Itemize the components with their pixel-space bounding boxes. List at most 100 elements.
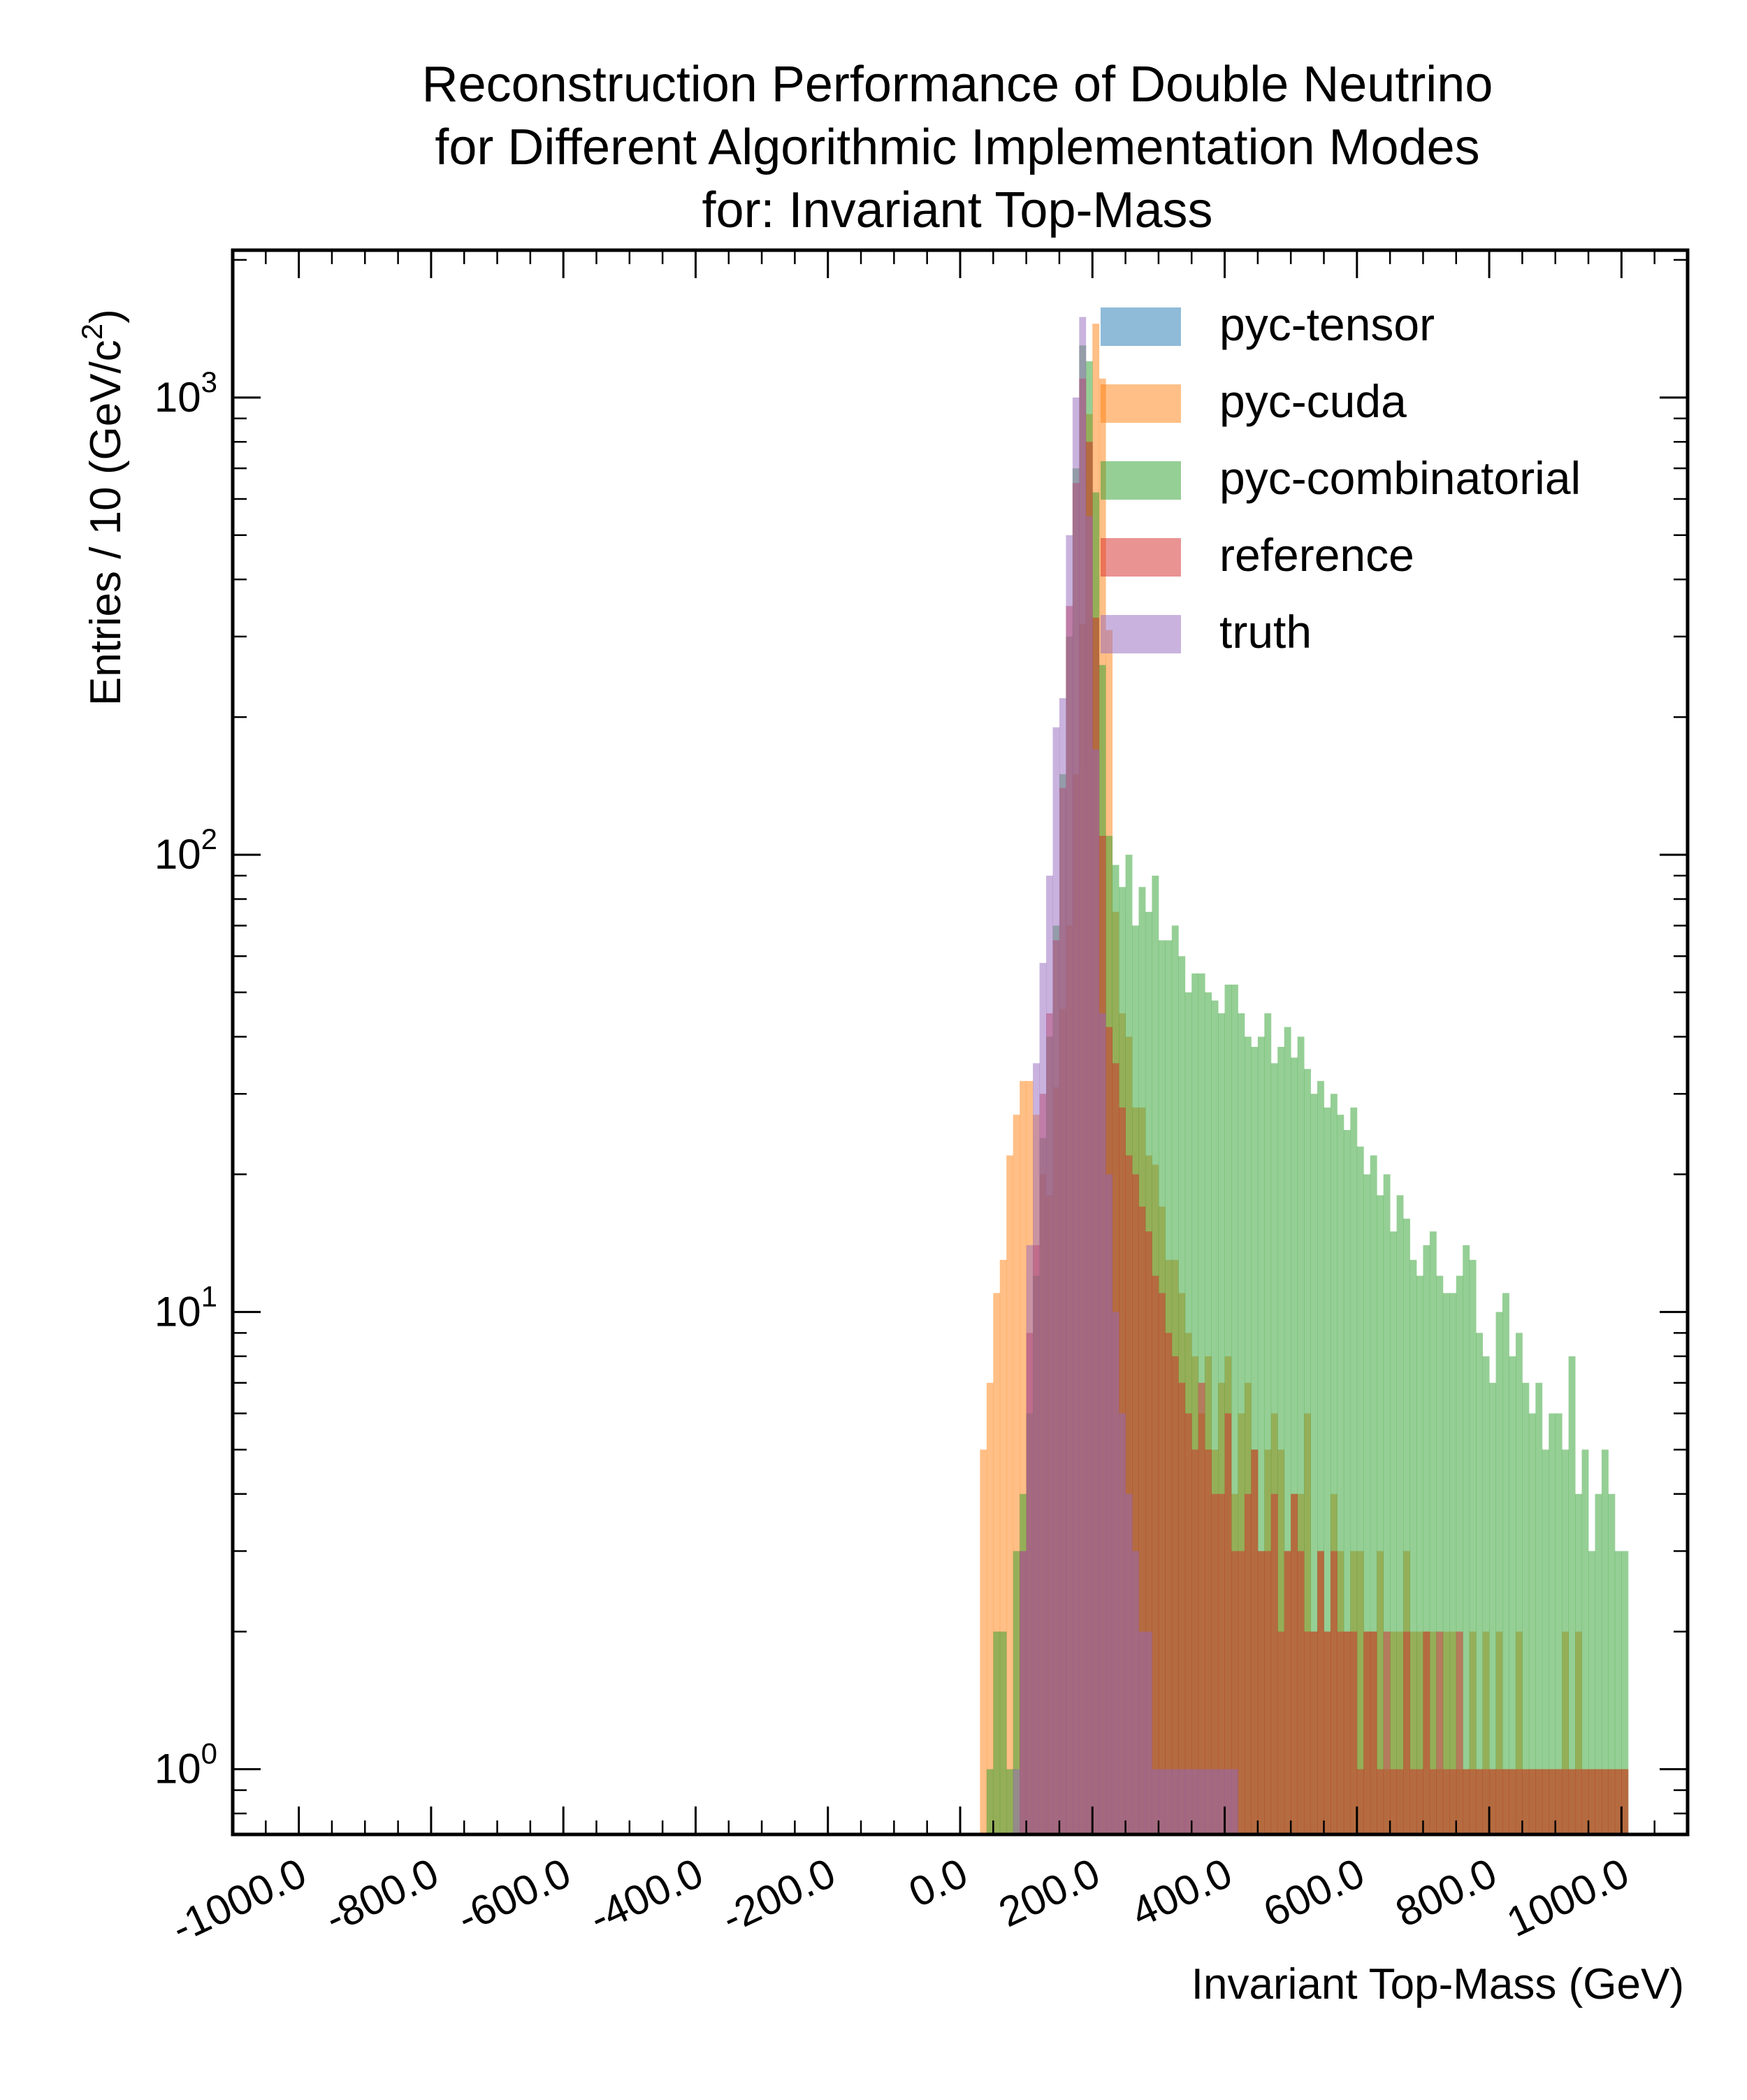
bar — [1363, 1631, 1371, 1834]
bar — [1039, 962, 1047, 1834]
bar — [1416, 1769, 1423, 1834]
bar — [1522, 1769, 1530, 1834]
bar — [1218, 1013, 1225, 1834]
bar — [1158, 1293, 1166, 1834]
bar — [1575, 1493, 1582, 1834]
bar — [1568, 1769, 1576, 1834]
y-tick-label: 101 — [154, 1280, 217, 1335]
bar — [1138, 1631, 1146, 1834]
bar — [1456, 1275, 1463, 1834]
bar — [1112, 1312, 1119, 1834]
bar — [1449, 1769, 1457, 1834]
x-tick-label: 0.0 — [902, 1849, 975, 1916]
bar — [986, 1769, 994, 1834]
bar — [1178, 1382, 1186, 1834]
bar — [1205, 1769, 1212, 1834]
bar — [1092, 749, 1100, 1834]
bar — [1171, 1356, 1179, 1834]
bar — [1205, 1449, 1212, 1834]
title-line-2: for Different Algorithmic Implementation… — [435, 120, 1479, 175]
bar — [1377, 1195, 1384, 1834]
bar — [1132, 1551, 1139, 1834]
bar — [1013, 1115, 1020, 1834]
bar — [1469, 1769, 1477, 1834]
bar — [1119, 1413, 1126, 1834]
bar — [1482, 1769, 1490, 1834]
bar — [1356, 1146, 1364, 1834]
bar — [1442, 1769, 1450, 1834]
bar — [1106, 1174, 1113, 1834]
bar — [1350, 1107, 1358, 1834]
bar — [1033, 1063, 1040, 1834]
bar — [1363, 1174, 1371, 1834]
bar — [1211, 1000, 1219, 1834]
bar — [1171, 1769, 1179, 1834]
y-tick-label: 103 — [154, 365, 217, 421]
bar — [1310, 1631, 1318, 1834]
bar — [1238, 1013, 1245, 1834]
bar — [1621, 1769, 1629, 1834]
legend-label: reference — [1219, 529, 1414, 581]
bar — [1330, 1094, 1338, 1834]
bar — [1528, 1769, 1536, 1834]
bar — [1436, 1275, 1444, 1834]
bar — [1436, 1631, 1444, 1834]
legend-label: pyc-cuda — [1219, 375, 1407, 427]
x-tick-label: -200.0 — [715, 1849, 843, 1942]
x-tick-label: -800.0 — [318, 1849, 446, 1942]
bar — [1264, 1013, 1272, 1834]
x-tick-label: -400.0 — [582, 1849, 710, 1942]
bar — [1515, 1333, 1523, 1834]
bar — [1052, 727, 1060, 1834]
bar — [1522, 1382, 1530, 1834]
legend-label: pyc-tensor — [1219, 298, 1435, 350]
bar — [1198, 1382, 1205, 1834]
bar — [1231, 1769, 1238, 1834]
bar — [1198, 1769, 1205, 1834]
bar — [1337, 1115, 1344, 1834]
bar — [1489, 1769, 1496, 1834]
bar — [1463, 1245, 1470, 1834]
bar — [1291, 1057, 1298, 1834]
bar — [1297, 1036, 1305, 1834]
bar — [999, 1259, 1007, 1834]
bar — [1370, 1155, 1377, 1834]
bar — [1224, 984, 1232, 1834]
bar — [1608, 1493, 1616, 1834]
bar — [1337, 1631, 1344, 1834]
bar — [1614, 1551, 1622, 1834]
bar — [1403, 1218, 1410, 1834]
bar — [1549, 1413, 1556, 1834]
bar — [1158, 1769, 1166, 1834]
bar — [1231, 1551, 1238, 1834]
bar — [1377, 1769, 1384, 1834]
bar — [1205, 992, 1212, 1834]
bar — [1304, 1069, 1311, 1834]
bar — [1264, 1551, 1272, 1834]
bar — [1284, 1551, 1291, 1834]
bar — [1343, 1631, 1351, 1834]
bar — [1072, 397, 1080, 1834]
bar — [1608, 1769, 1616, 1834]
bar — [1409, 1259, 1417, 1834]
bar — [1542, 1769, 1549, 1834]
bar — [1476, 1333, 1484, 1834]
bar — [1324, 1631, 1331, 1834]
bar — [1343, 1130, 1351, 1834]
bar — [1390, 1769, 1397, 1834]
legend-swatch — [1101, 615, 1181, 653]
bar — [1562, 1449, 1570, 1834]
bar — [1251, 1449, 1259, 1834]
bar — [1046, 876, 1053, 1834]
bar — [1251, 1047, 1259, 1834]
bar — [1535, 1382, 1543, 1834]
bar — [1515, 1769, 1523, 1834]
bar — [1238, 1551, 1245, 1834]
legend-label: pyc-combinatorial — [1219, 452, 1581, 504]
bar — [1184, 1769, 1192, 1834]
bar — [1396, 1195, 1404, 1834]
bar — [1482, 1356, 1490, 1834]
bar — [1370, 1631, 1377, 1834]
legend-swatch — [1101, 307, 1181, 346]
